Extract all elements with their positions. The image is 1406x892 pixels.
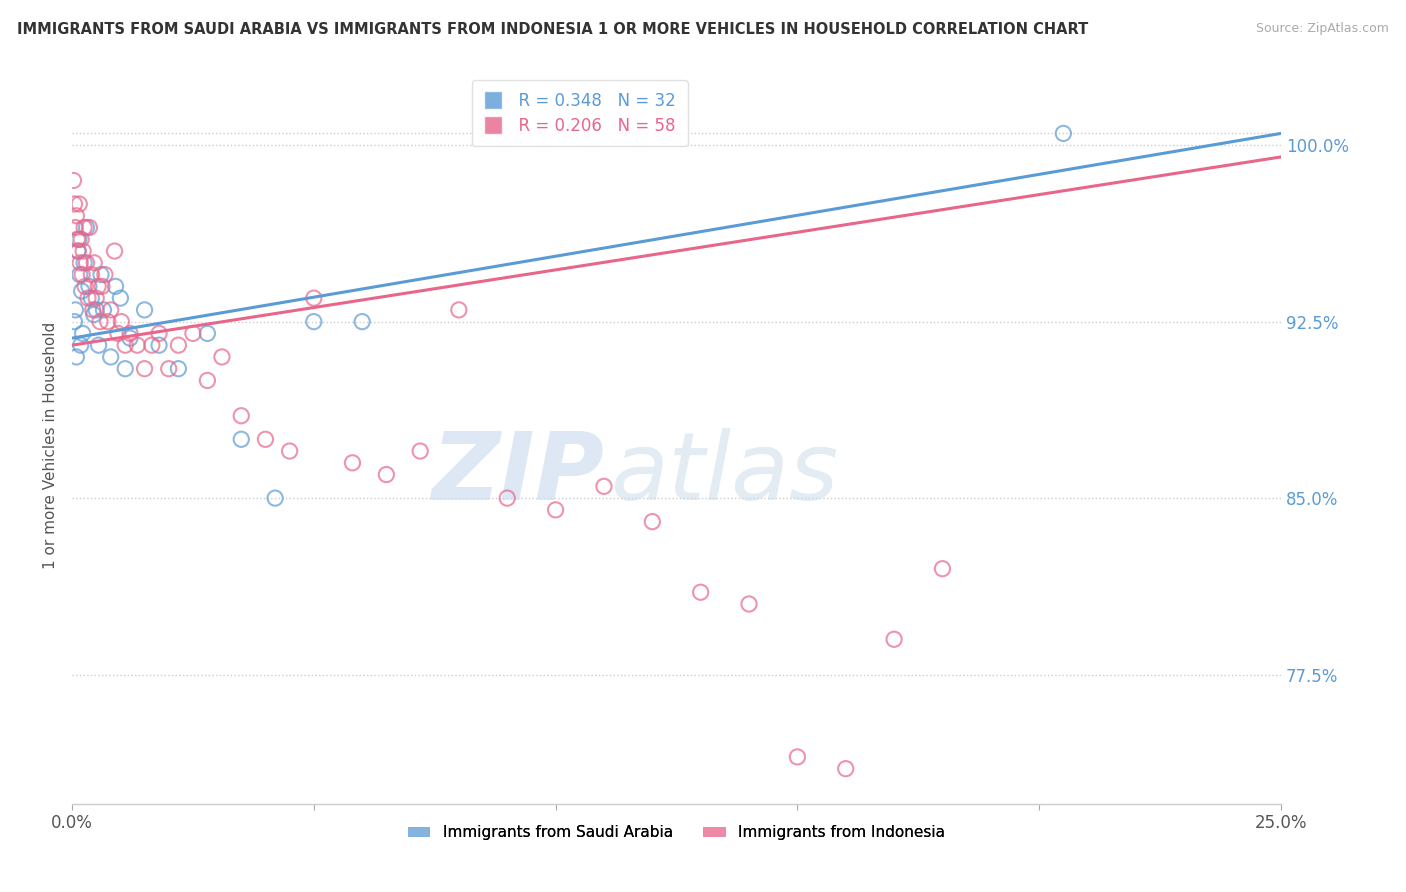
Point xyxy=(302,315,325,329)
Point xyxy=(409,444,432,458)
Point xyxy=(84,291,107,305)
Text: atlas: atlas xyxy=(610,428,838,519)
Point xyxy=(97,315,120,329)
Point xyxy=(66,244,89,258)
Point xyxy=(69,256,91,270)
Text: IMMIGRANTS FROM SAUDI ARABIA VS IMMIGRANTS FROM INDONESIA 1 OR MORE VEHICLES IN : IMMIGRANTS FROM SAUDI ARABIA VS IMMIGRAN… xyxy=(17,22,1088,37)
Point xyxy=(231,409,253,423)
Point xyxy=(73,220,96,235)
Point xyxy=(148,338,170,352)
Point xyxy=(167,338,190,352)
Point xyxy=(104,279,127,293)
Point xyxy=(103,244,125,258)
Point xyxy=(254,432,277,446)
Point xyxy=(278,444,301,458)
Point xyxy=(118,326,141,341)
Point xyxy=(641,515,664,529)
Point xyxy=(134,361,156,376)
Point xyxy=(110,291,132,305)
Point xyxy=(211,350,233,364)
Point xyxy=(883,632,905,647)
Point xyxy=(447,302,470,317)
Point xyxy=(100,302,122,317)
Point xyxy=(65,209,87,223)
Point xyxy=(66,232,89,246)
Point xyxy=(738,597,761,611)
Point xyxy=(264,491,287,505)
Point xyxy=(89,315,111,329)
Point xyxy=(69,338,91,352)
Point xyxy=(1052,127,1074,141)
Point xyxy=(65,220,87,235)
Point xyxy=(75,279,97,293)
Point xyxy=(302,291,325,305)
Text: ZIP: ZIP xyxy=(432,428,605,520)
Y-axis label: 1 or more Vehicles in Household: 1 or more Vehicles in Household xyxy=(44,321,58,569)
Point xyxy=(70,284,93,298)
Point xyxy=(93,302,115,317)
Point xyxy=(181,326,204,341)
Point xyxy=(76,220,98,235)
Point xyxy=(72,326,94,341)
Point xyxy=(65,302,87,317)
Point xyxy=(67,244,90,258)
Point xyxy=(197,326,219,341)
Point xyxy=(76,256,98,270)
Legend: Immigrants from Saudi Arabia, Immigrants from Indonesia: Immigrants from Saudi Arabia, Immigrants… xyxy=(401,820,952,847)
Point xyxy=(62,173,84,187)
Point xyxy=(496,491,519,505)
Point xyxy=(197,374,219,388)
Point xyxy=(786,750,808,764)
Point xyxy=(80,291,103,305)
Point xyxy=(167,361,190,376)
Point xyxy=(67,197,90,211)
Point xyxy=(67,232,90,246)
Point xyxy=(94,268,117,282)
Point xyxy=(593,479,616,493)
Point xyxy=(231,432,253,446)
Point xyxy=(689,585,711,599)
Point xyxy=(84,302,107,317)
Point xyxy=(127,338,149,352)
Point xyxy=(87,279,110,293)
Point xyxy=(69,268,91,282)
Point xyxy=(87,338,110,352)
Point xyxy=(80,268,103,282)
Point xyxy=(157,361,180,376)
Point xyxy=(73,256,96,270)
Point xyxy=(70,268,93,282)
Point xyxy=(90,268,112,282)
Point xyxy=(141,338,163,352)
Point xyxy=(100,350,122,364)
Point xyxy=(931,562,953,576)
Point xyxy=(114,338,136,352)
Point xyxy=(77,279,100,293)
Point xyxy=(63,315,86,329)
Point xyxy=(70,232,93,246)
Point xyxy=(114,361,136,376)
Point xyxy=(77,291,100,305)
Point xyxy=(83,256,105,270)
Point xyxy=(65,350,87,364)
Point xyxy=(375,467,398,482)
Point xyxy=(342,456,364,470)
Point xyxy=(79,220,101,235)
Point xyxy=(118,331,141,345)
Point xyxy=(134,302,156,317)
Text: Source: ZipAtlas.com: Source: ZipAtlas.com xyxy=(1256,22,1389,36)
Point xyxy=(148,326,170,341)
Point xyxy=(91,279,114,293)
Point xyxy=(110,315,132,329)
Point xyxy=(544,503,567,517)
Point xyxy=(107,326,129,341)
Point xyxy=(72,244,94,258)
Point xyxy=(82,302,104,317)
Point xyxy=(63,197,86,211)
Point xyxy=(83,308,105,322)
Point xyxy=(352,315,374,329)
Point xyxy=(835,762,858,776)
